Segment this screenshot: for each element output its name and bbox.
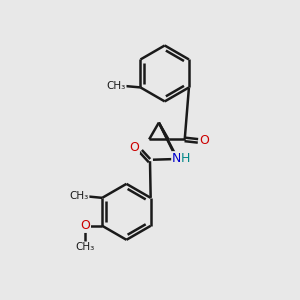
Text: O: O — [200, 134, 209, 147]
Text: O: O — [130, 141, 139, 154]
Text: CH₃: CH₃ — [107, 81, 126, 91]
Text: N: N — [172, 152, 181, 165]
Text: O: O — [80, 219, 90, 232]
Text: CH₃: CH₃ — [70, 191, 89, 201]
Text: CH₃: CH₃ — [76, 242, 95, 252]
Text: H: H — [181, 152, 190, 165]
